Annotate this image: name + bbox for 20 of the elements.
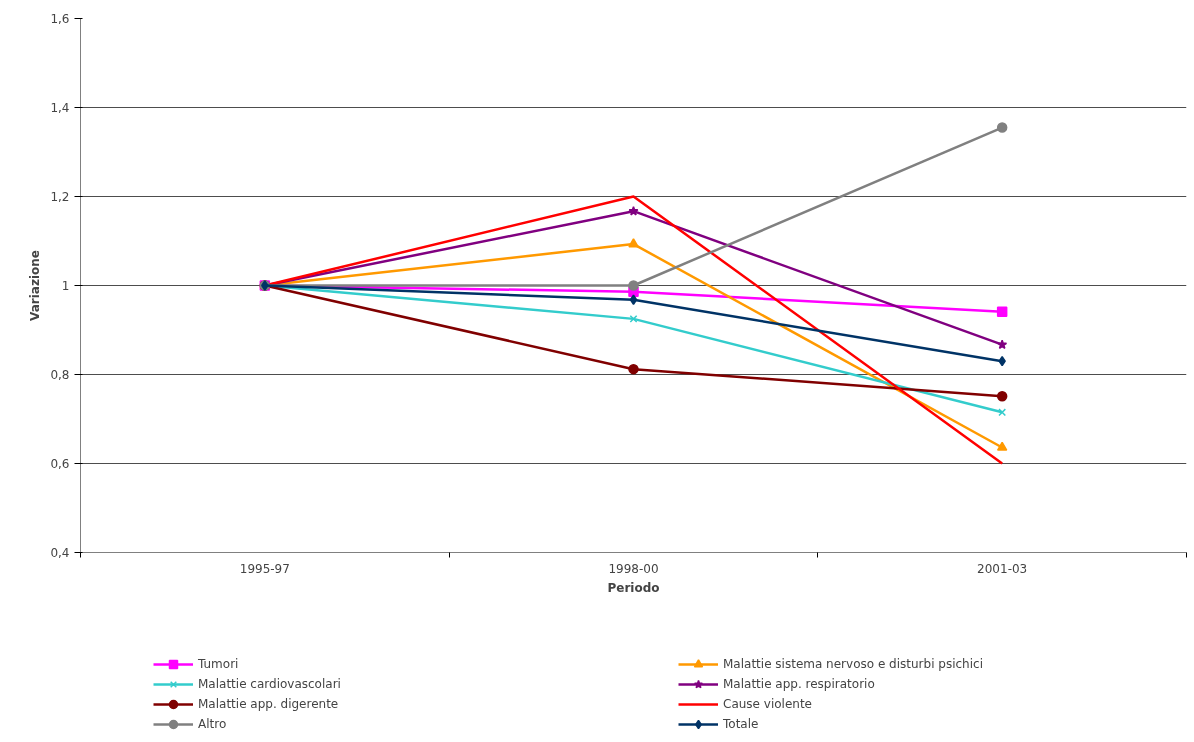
- x-tick-label: 1995-97: [239, 561, 290, 576]
- y-tick-label: 1,4: [50, 101, 70, 115]
- x-axis-title: Periodo: [607, 580, 660, 595]
- y-tick-label: 1,2: [50, 190, 70, 204]
- x-tick-label: 2001-03: [977, 561, 1028, 576]
- legend-label: Altro: [198, 716, 228, 733]
- legend-label: Tumori: [198, 656, 240, 673]
- y-tick-label: 0,4: [50, 546, 70, 560]
- legend-label: Malattie cardiovascolari: [198, 676, 342, 693]
- x-tick-label: 1998-00: [608, 561, 659, 576]
- y-tick-label: 0,6: [50, 457, 70, 471]
- legend-label: Cause violente: [723, 696, 813, 713]
- y-tick-label: 1,6: [50, 12, 70, 26]
- y-tick-label: 1: [61, 279, 70, 293]
- legend-label: Totale: [723, 716, 760, 733]
- y-axis-title: Variazione: [28, 250, 43, 321]
- legend-label: Malattie app. respiratorio: [723, 676, 876, 693]
- legend-label: Malattie app. digerente: [198, 696, 340, 713]
- legend-label: Malattie sistema nervoso e disturbi psichici: [723, 656, 984, 673]
- y-tick-label: 0,8: [50, 368, 70, 382]
